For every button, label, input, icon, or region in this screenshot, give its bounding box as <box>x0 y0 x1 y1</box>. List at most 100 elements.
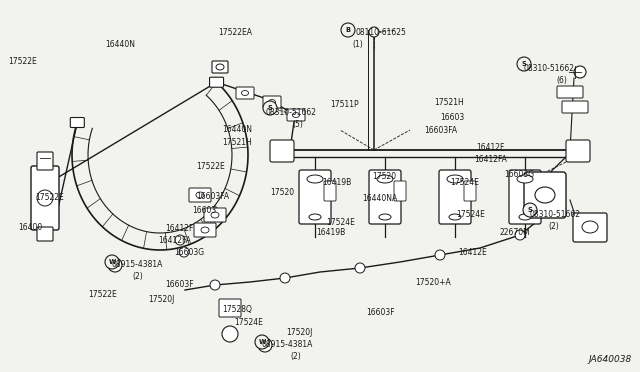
FancyBboxPatch shape <box>394 181 406 201</box>
Ellipse shape <box>269 99 275 105</box>
Circle shape <box>222 326 238 342</box>
Text: 16400: 16400 <box>18 223 42 232</box>
FancyBboxPatch shape <box>324 181 336 201</box>
Text: B: B <box>346 27 351 33</box>
Text: 16412FA: 16412FA <box>474 155 507 164</box>
Ellipse shape <box>201 227 209 233</box>
Text: 17522E: 17522E <box>88 290 116 299</box>
Text: 16412E: 16412E <box>458 248 487 257</box>
Text: 17511P: 17511P <box>330 100 358 109</box>
Text: S: S <box>268 105 273 111</box>
Text: S: S <box>522 61 526 67</box>
Text: 16412F: 16412F <box>165 224 193 233</box>
FancyBboxPatch shape <box>194 223 216 237</box>
Circle shape <box>355 263 365 273</box>
Circle shape <box>179 247 189 257</box>
Text: 17528Q: 17528Q <box>222 305 252 314</box>
FancyBboxPatch shape <box>37 227 53 241</box>
Text: 16412FA: 16412FA <box>158 236 191 245</box>
Text: 16603F: 16603F <box>165 280 194 289</box>
Circle shape <box>515 230 525 240</box>
Ellipse shape <box>309 214 321 220</box>
Text: 17522E: 17522E <box>35 193 64 202</box>
Ellipse shape <box>519 214 531 220</box>
FancyBboxPatch shape <box>287 109 305 121</box>
Circle shape <box>108 258 122 272</box>
Text: S: S <box>527 207 532 213</box>
FancyBboxPatch shape <box>70 118 84 128</box>
FancyBboxPatch shape <box>369 170 401 224</box>
Text: 17522EA: 17522EA <box>218 28 252 37</box>
Circle shape <box>435 250 445 260</box>
Text: 17524E: 17524E <box>326 218 355 227</box>
FancyBboxPatch shape <box>270 140 294 162</box>
FancyBboxPatch shape <box>299 170 331 224</box>
Circle shape <box>37 190 53 206</box>
Text: 17520: 17520 <box>270 188 294 197</box>
FancyBboxPatch shape <box>439 170 471 224</box>
FancyBboxPatch shape <box>524 172 566 218</box>
Text: 17520+A: 17520+A <box>415 278 451 287</box>
Text: 17521H: 17521H <box>434 98 464 107</box>
FancyBboxPatch shape <box>219 299 241 317</box>
Ellipse shape <box>449 214 461 220</box>
Ellipse shape <box>535 187 555 203</box>
Text: (2): (2) <box>132 272 143 281</box>
Text: 16603FA: 16603FA <box>424 126 457 135</box>
FancyBboxPatch shape <box>562 101 588 113</box>
Ellipse shape <box>196 192 204 198</box>
Text: 16419B: 16419B <box>322 178 351 187</box>
Circle shape <box>574 66 586 78</box>
Ellipse shape <box>211 212 219 218</box>
FancyBboxPatch shape <box>573 213 607 242</box>
Text: 17522E: 17522E <box>8 57 36 66</box>
FancyBboxPatch shape <box>189 188 211 202</box>
Text: (2): (2) <box>290 352 301 361</box>
Text: W: W <box>108 259 116 265</box>
Text: 16603G: 16603G <box>504 170 534 179</box>
Circle shape <box>258 338 272 352</box>
Text: 17524E: 17524E <box>456 210 485 219</box>
Circle shape <box>341 23 355 37</box>
Text: 17524E: 17524E <box>234 318 263 327</box>
Text: W: W <box>259 339 266 345</box>
Text: 08915-4381A: 08915-4381A <box>112 260 163 269</box>
Text: 16440N: 16440N <box>105 40 135 49</box>
Text: 08915-4381A: 08915-4381A <box>262 340 314 349</box>
Text: JA640038: JA640038 <box>589 355 632 364</box>
Ellipse shape <box>377 175 393 183</box>
Ellipse shape <box>292 112 300 118</box>
Circle shape <box>255 335 269 349</box>
Text: 22670M: 22670M <box>500 228 531 237</box>
Text: 17520: 17520 <box>372 172 396 181</box>
Ellipse shape <box>307 175 323 183</box>
Circle shape <box>369 27 379 37</box>
Text: (6): (6) <box>556 76 567 85</box>
Text: 16603G: 16603G <box>174 248 204 257</box>
Ellipse shape <box>216 64 224 70</box>
Ellipse shape <box>379 214 391 220</box>
Circle shape <box>263 101 277 115</box>
Text: (5): (5) <box>292 120 303 129</box>
Text: 16419B: 16419B <box>316 228 345 237</box>
Text: 17522E: 17522E <box>196 162 225 171</box>
Ellipse shape <box>241 90 248 96</box>
FancyBboxPatch shape <box>236 87 254 99</box>
Text: 17520J: 17520J <box>148 295 174 304</box>
Text: 17521H: 17521H <box>222 138 252 147</box>
FancyBboxPatch shape <box>557 86 583 98</box>
FancyBboxPatch shape <box>566 140 590 162</box>
FancyBboxPatch shape <box>37 152 53 170</box>
FancyBboxPatch shape <box>212 61 228 73</box>
Circle shape <box>517 57 531 71</box>
FancyBboxPatch shape <box>31 166 59 230</box>
Text: 16603: 16603 <box>440 113 464 122</box>
FancyBboxPatch shape <box>263 96 281 108</box>
Circle shape <box>523 203 537 217</box>
FancyBboxPatch shape <box>204 208 226 222</box>
Ellipse shape <box>582 221 598 233</box>
Text: 16603F: 16603F <box>366 308 395 317</box>
Text: 17520J: 17520J <box>286 328 312 337</box>
Text: (1): (1) <box>352 40 363 49</box>
FancyBboxPatch shape <box>509 170 541 224</box>
